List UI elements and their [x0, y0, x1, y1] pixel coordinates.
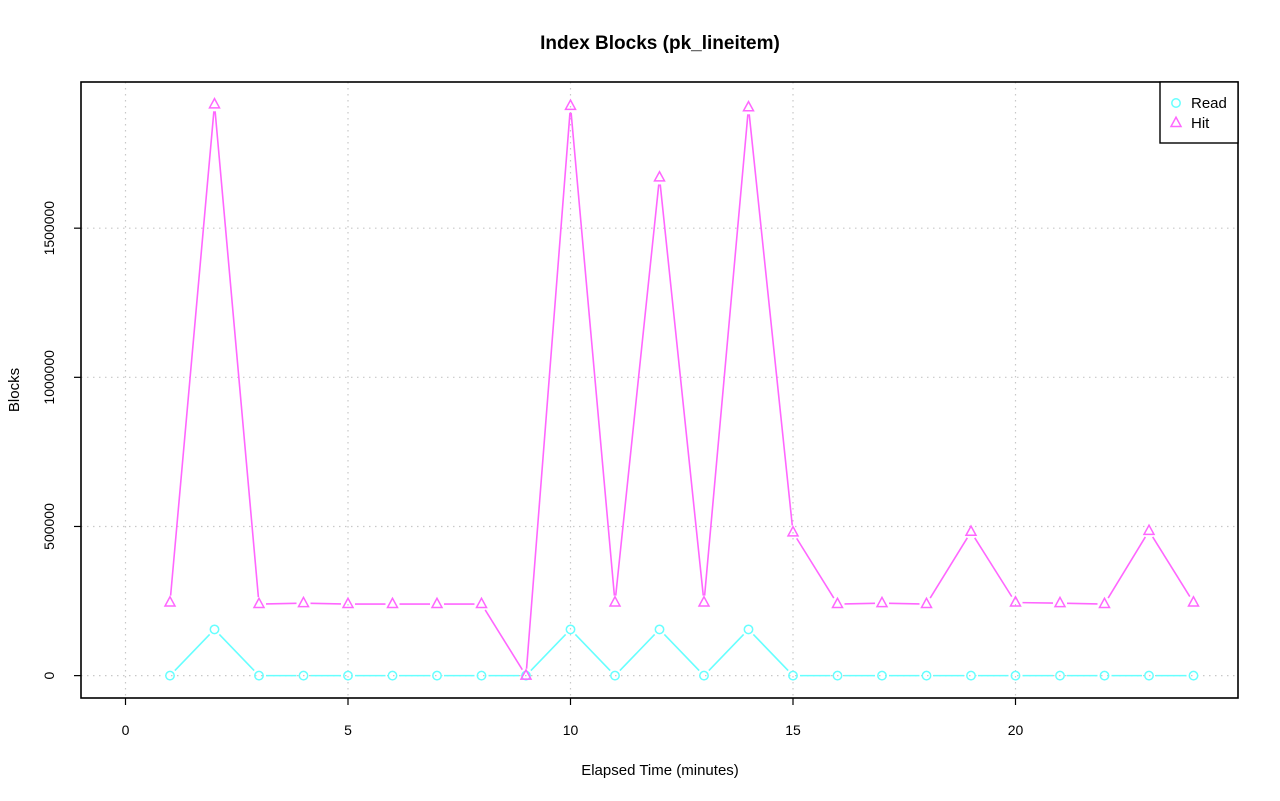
series-line-segment-read — [708, 633, 745, 672]
data-point-hit — [875, 595, 889, 608]
series-line-segment-hit — [1152, 536, 1191, 598]
series-line-segment-hit — [974, 537, 1013, 598]
series-hit — [163, 97, 1200, 680]
data-point-read — [343, 670, 353, 681]
data-point-hit — [1098, 596, 1111, 609]
legend: Read Hit — [1159, 81, 1239, 144]
data-point-hit — [1187, 595, 1200, 607]
data-point-hit — [742, 100, 755, 112]
series-line-segment-read — [663, 633, 700, 672]
y-tick-label: 1000000 — [41, 350, 57, 405]
series-line-segment-read — [619, 633, 656, 672]
data-point-read — [387, 670, 398, 681]
data-point-read — [654, 624, 665, 635]
series-layer — [163, 97, 1200, 681]
data-point-read — [921, 670, 932, 681]
data-point-hit — [252, 596, 266, 609]
x-tick-label: 15 — [785, 722, 801, 738]
series-read — [165, 624, 1199, 681]
data-point-hit — [1053, 595, 1067, 608]
data-point-read — [1099, 670, 1110, 681]
data-point-hit — [964, 524, 978, 537]
data-point-hit — [653, 170, 666, 182]
data-point-hit — [697, 595, 711, 607]
x-tick-label: 20 — [1008, 722, 1024, 738]
data-point-read — [1144, 670, 1154, 681]
x-tick-label: 10 — [563, 722, 579, 738]
legend-marker-hit — [1169, 115, 1183, 128]
y-tick-label: 0 — [41, 672, 57, 680]
series-line-segment-hit — [844, 602, 876, 605]
data-point-read — [476, 670, 487, 681]
data-point-read — [610, 670, 620, 681]
x-tick-label: 0 — [122, 722, 130, 738]
series-line-segment-read — [174, 633, 211, 672]
series-line-segment-read — [574, 633, 611, 672]
series-line-segment-hit — [1066, 602, 1098, 605]
data-point-hit — [564, 98, 577, 111]
series-line-segment-hit — [169, 111, 215, 596]
data-point-hit — [831, 596, 844, 609]
data-point-read — [254, 670, 264, 681]
data-point-read — [743, 624, 754, 635]
data-point-hit — [386, 596, 399, 609]
series-line-segment-hit — [659, 184, 705, 596]
data-point-read — [966, 670, 976, 681]
series-line-segment-hit — [570, 112, 616, 596]
series-line-segment-read — [530, 633, 567, 672]
series-line-segment-hit — [614, 184, 660, 596]
series-line-segment-hit — [703, 114, 749, 596]
legend-label-read: Read — [1191, 95, 1227, 112]
series-line-segment-hit — [796, 537, 835, 599]
axis-ticks: 0 5 10 15 20 0 500000 1000000 1500000 — [41, 201, 1023, 738]
series-line-segment-hit — [525, 112, 571, 669]
chart-title: Index Blocks (pk_lineitem) — [540, 33, 780, 54]
series-line-segment-hit — [1107, 536, 1147, 599]
data-point-read — [1010, 670, 1021, 681]
plot-frame — [80, 81, 1239, 699]
data-point-read — [432, 670, 442, 681]
series-line-segment-hit — [265, 602, 297, 605]
legend-label-hit: Hit — [1191, 115, 1210, 132]
series-line-segment-read — [218, 633, 255, 672]
data-point-hit — [297, 595, 310, 608]
x-tick-label: 5 — [344, 722, 352, 738]
series-line-segment-hit — [310, 602, 342, 605]
data-point-hit — [786, 525, 800, 537]
data-point-read — [1055, 670, 1065, 681]
y-tick-label: 500000 — [41, 503, 57, 550]
data-point-hit — [208, 97, 221, 109]
data-point-read — [788, 670, 798, 681]
data-point-hit — [430, 596, 444, 609]
y-axis-label: Blocks — [6, 368, 23, 412]
data-point-read — [209, 624, 220, 635]
data-point-read — [699, 670, 709, 681]
data-point-hit — [608, 595, 622, 607]
data-point-hit — [519, 668, 533, 680]
data-point-read — [565, 624, 576, 635]
data-point-hit — [920, 596, 933, 609]
series-line-segment-hit — [748, 114, 794, 526]
data-point-hit — [1009, 595, 1022, 607]
series-line-segment-hit — [484, 609, 523, 671]
data-point-read — [165, 670, 175, 681]
data-point-hit — [475, 596, 488, 609]
data-point-read — [298, 670, 309, 681]
series-line-segment-hit — [929, 537, 969, 599]
data-point-hit — [1142, 523, 1156, 536]
data-point-read — [832, 670, 843, 681]
series-line-segment-hit — [888, 602, 920, 605]
legend-box — [1159, 81, 1239, 144]
data-point-hit — [163, 595, 177, 607]
series-line-segment-read — [752, 633, 789, 672]
data-point-read — [877, 670, 887, 681]
y-tick-label: 1500000 — [41, 201, 57, 256]
x-axis-label: Elapsed Time (minutes) — [581, 762, 739, 779]
legend-marker-read — [1171, 98, 1181, 108]
series-line-segment-hit — [214, 111, 260, 598]
data-point-read — [1188, 670, 1199, 681]
data-point-hit — [341, 596, 355, 609]
